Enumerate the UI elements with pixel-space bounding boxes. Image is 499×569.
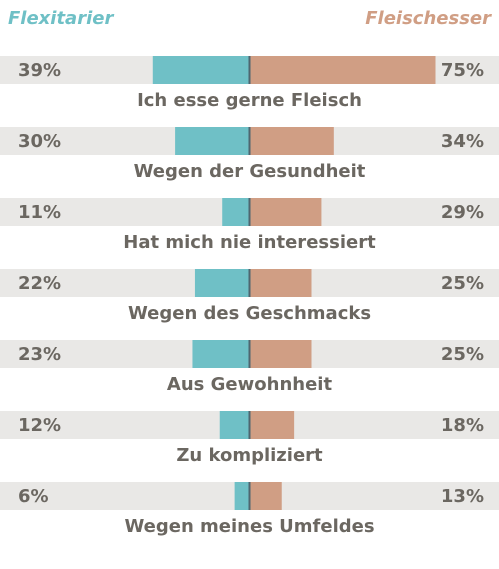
bar-fleischesser [249,56,436,84]
bar-fleischesser [249,269,312,297]
bar-fleischesser [249,340,312,368]
value-label-fleischesser: 18% [441,415,484,436]
bar-fleischesser [249,482,282,510]
bar-fleischesser [249,411,295,439]
value-label-fleischesser: 25% [441,344,484,365]
center-divider [248,127,251,155]
value-label-flexitarier: 22% [18,273,61,294]
category-label: Wegen meines Umfeldes [124,516,374,537]
bar-flexitarier [194,269,250,297]
center-divider [248,411,251,439]
value-label-flexitarier: 39% [18,60,61,81]
center-divider [248,269,251,297]
category-label: Aus Gewohnheit [167,374,333,395]
center-divider [248,340,251,368]
category-label: Wegen der Gesundheit [134,161,366,182]
bar-flexitarier [219,411,250,439]
bar-flexitarier [222,198,250,226]
category-label: Ich esse gerne Fleisch [137,90,362,111]
value-label-fleischesser: 13% [441,486,484,507]
value-label-fleischesser: 34% [441,131,484,152]
value-label-fleischesser: 29% [441,202,484,223]
bar-flexitarier [152,56,250,84]
bar-flexitarier [192,340,250,368]
value-label-flexitarier: 12% [18,415,61,436]
bar-flexitarier [175,127,250,155]
center-divider [248,198,251,226]
value-label-flexitarier: 6% [18,486,49,507]
category-label: Hat mich nie interessiert [123,232,376,253]
center-divider [248,56,251,84]
category-label: Wegen des Geschmacks [128,303,371,324]
value-label-flexitarier: 30% [18,131,61,152]
value-label-flexitarier: 23% [18,344,61,365]
value-label-fleischesser: 75% [441,60,484,81]
value-label-fleischesser: 25% [441,273,484,294]
bar-flexitarier [234,482,250,510]
bar-fleischesser [249,198,322,226]
center-divider [248,482,251,510]
category-label: Zu kompliziert [176,445,323,466]
legend-flexitarier: Flexitarier [8,8,114,29]
value-label-flexitarier: 11% [18,202,61,223]
legend-fleischesser: Fleischesser [365,8,491,29]
bar-fleischesser [249,127,334,155]
